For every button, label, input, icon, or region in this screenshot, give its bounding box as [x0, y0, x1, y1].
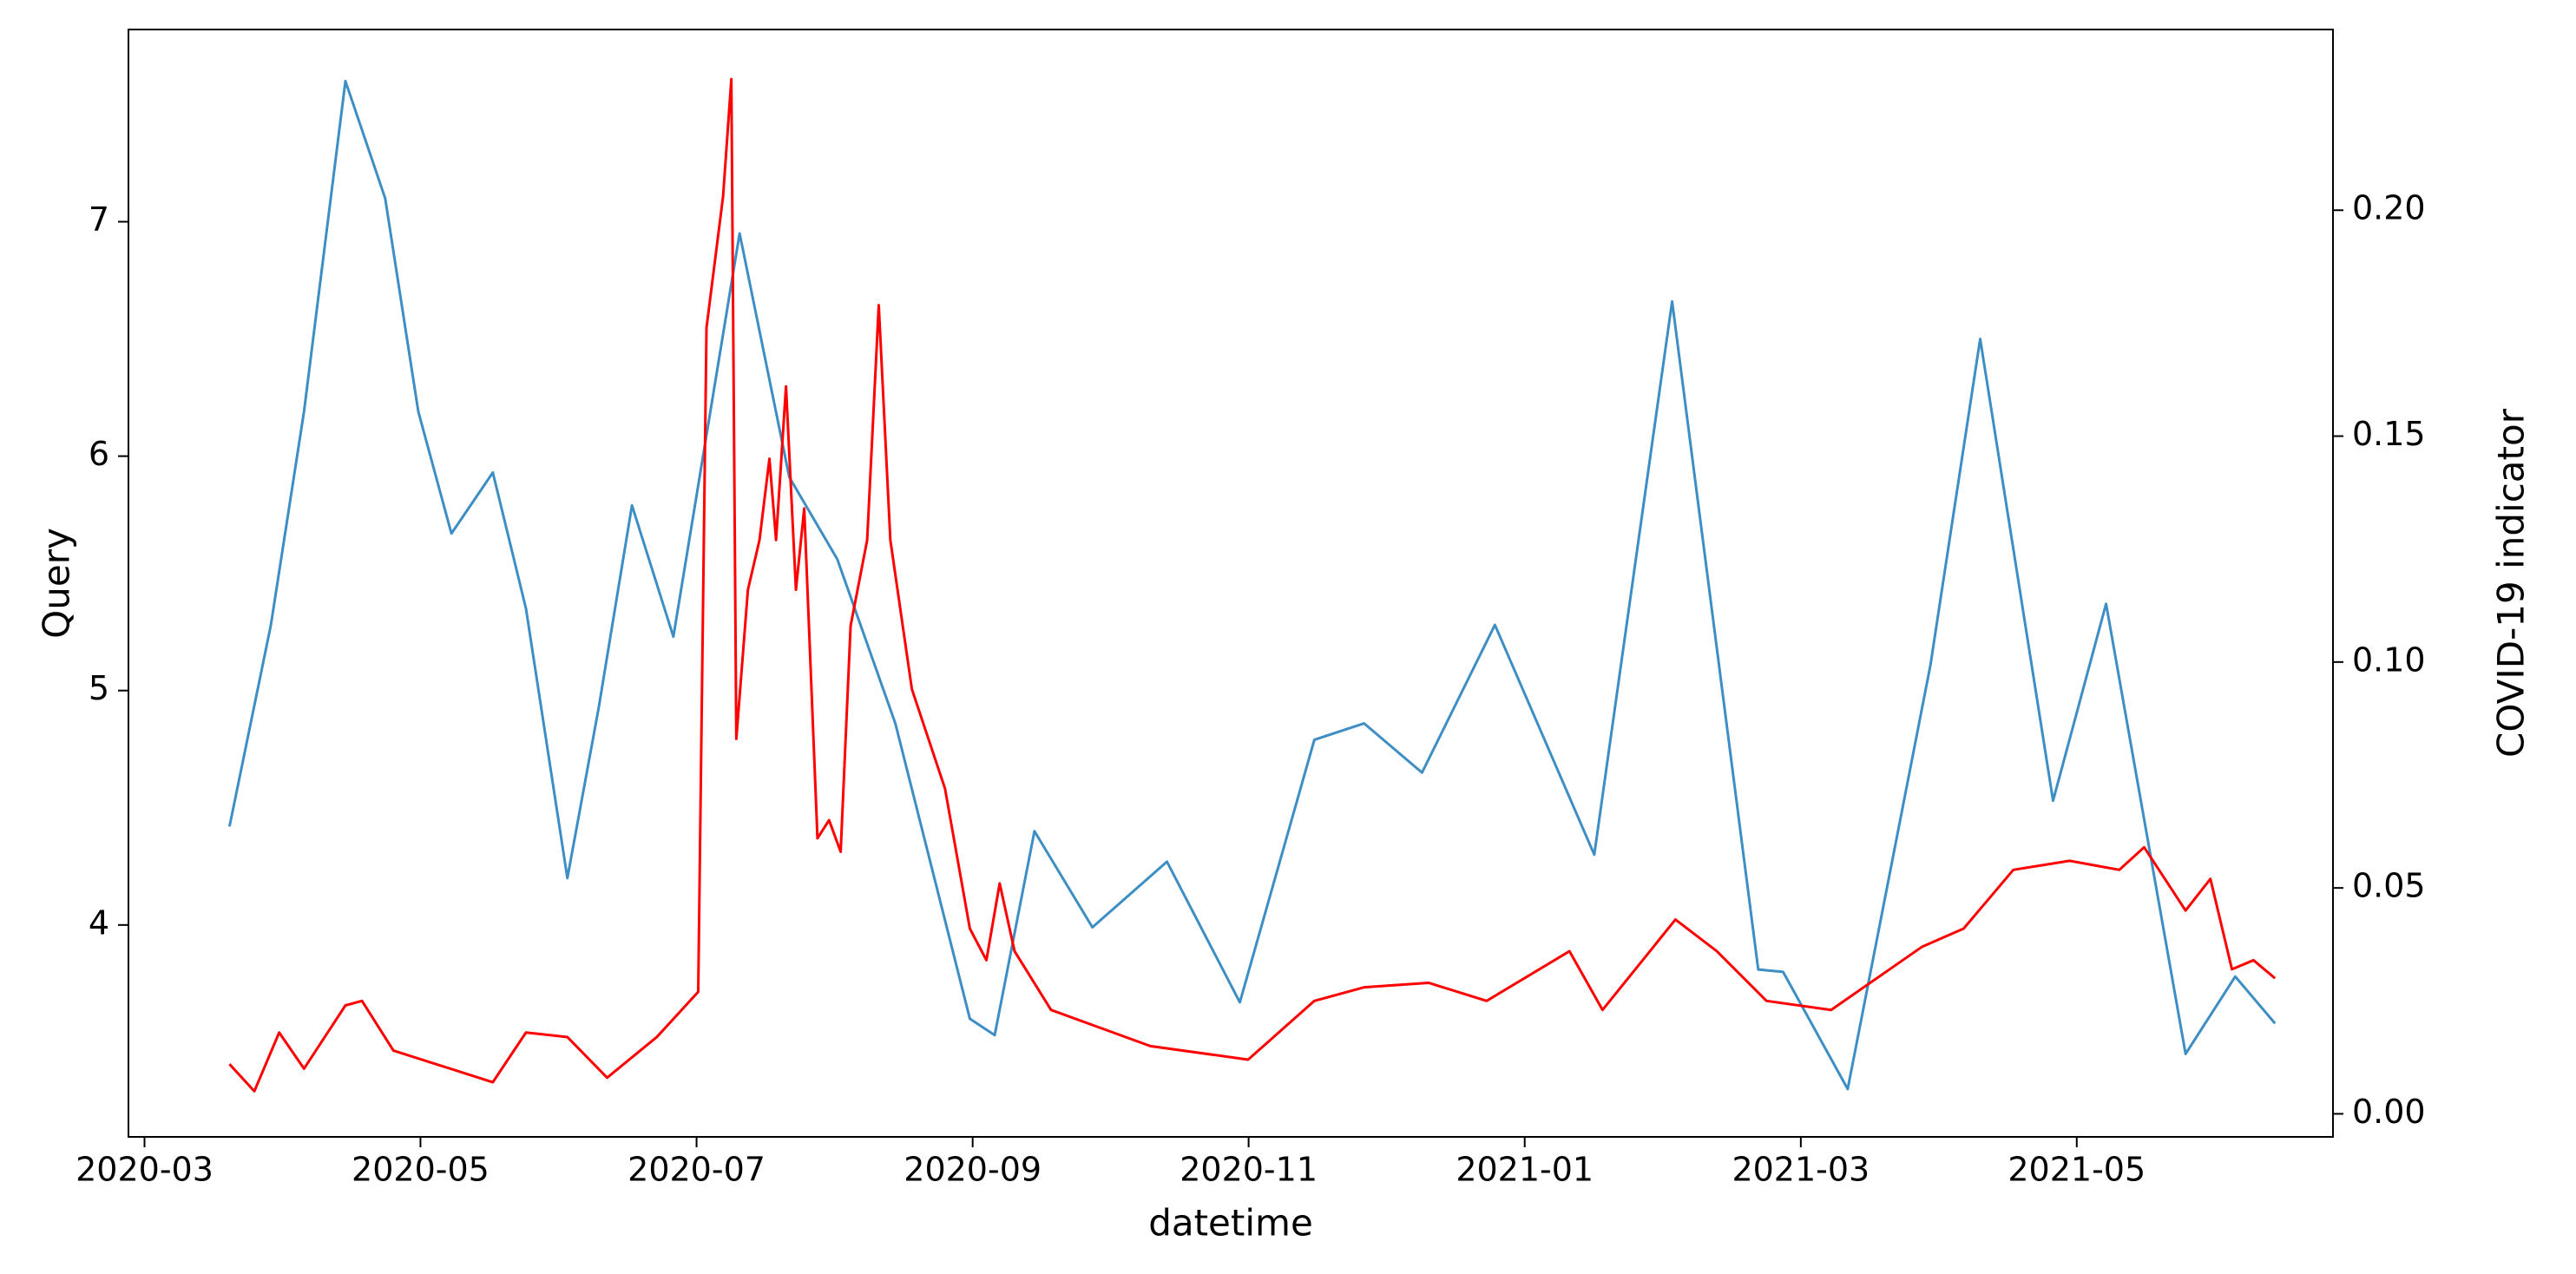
x-tick-label: 2020-11	[1180, 1151, 1318, 1189]
y-tick-label: 6	[89, 435, 109, 473]
data-line	[228, 77, 2277, 1093]
x-tick-label: 2021-05	[2008, 1151, 2146, 1189]
y-tick-label: 5	[89, 669, 109, 707]
y2-tick-label: 0.00	[2352, 1093, 2426, 1131]
data-line	[227, 79, 2277, 1091]
x-tick-label: 2021-03	[1732, 1151, 1870, 1189]
x-tick-label: 2021-01	[1456, 1151, 1594, 1189]
x-tick-label: 2020-05	[352, 1151, 490, 1189]
x-tick-label: 2020-03	[76, 1151, 214, 1189]
y2-tick-label: 0.05	[2352, 867, 2426, 905]
y2-tick-label: 0.15	[2352, 415, 2426, 453]
y-tick-label: 7	[89, 200, 109, 239]
y-tick-label: 4	[89, 903, 109, 942]
plot-frame	[128, 29, 2334, 1138]
x-axis-label: datetime	[1148, 1202, 1313, 1244]
y2-axis-label: COVID-19 indicator	[2490, 408, 2533, 758]
y-axis-label: Query	[36, 528, 78, 639]
x-tick-label: 2020-09	[904, 1151, 1042, 1189]
y2-tick-label: 0.10	[2352, 640, 2426, 679]
y2-tick-label: 0.20	[2352, 189, 2426, 227]
x-tick-label: 2020-07	[628, 1151, 766, 1189]
